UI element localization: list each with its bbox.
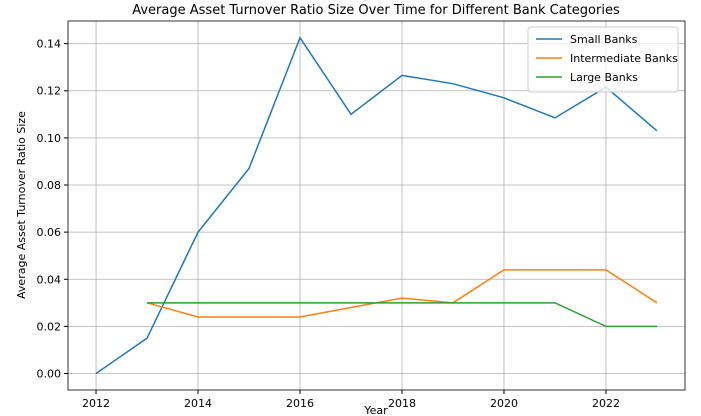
line-series: [146, 269, 658, 318]
x-tick-label: 2016: [286, 397, 314, 410]
y-tick-label: 0.14: [37, 38, 62, 51]
y-tick-label: 0.04: [37, 273, 62, 286]
plot-frame: [67, 20, 686, 391]
y-tick-label: 0.10: [37, 132, 62, 145]
x-tick-label: 2020: [490, 397, 518, 410]
x-tick-label: 2014: [184, 397, 212, 410]
y-tick-label: 0.06: [37, 226, 62, 239]
legend-label: Intermediate Banks: [570, 52, 678, 65]
line-series: [95, 36, 658, 375]
x-axis-label: Year: [363, 404, 388, 416]
y-tick-label: 0.12: [37, 85, 62, 98]
x-tick-label: 2018: [388, 397, 416, 410]
legend-box: [527, 26, 679, 93]
x-tick-label: 2012: [82, 397, 110, 410]
y-axis-label: Average Asset Turnover Ratio Size: [15, 111, 28, 299]
x-tick-label: 2022: [592, 397, 620, 410]
line-series: [147, 302, 657, 328]
y-tick-label: 0.02: [37, 320, 62, 333]
y-tick-label: 0.00: [37, 368, 62, 381]
legend-label: Large Banks: [570, 71, 638, 84]
chart-title: Average Asset Turnover Ratio Size Over T…: [132, 3, 620, 18]
y-tick-label: 0.08: [37, 179, 62, 192]
legend-label: Small Banks: [570, 33, 638, 46]
